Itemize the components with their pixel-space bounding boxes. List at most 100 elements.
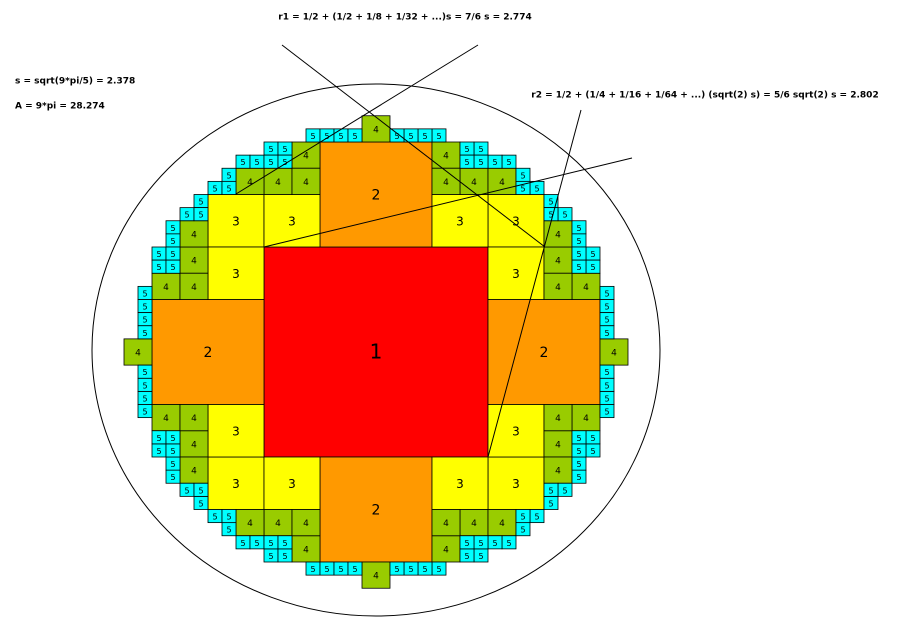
square-label: 1: [370, 340, 383, 364]
square-label: 5: [268, 539, 273, 548]
square-label: 5: [464, 552, 469, 561]
square-label: 5: [520, 184, 525, 193]
square-label: 5: [226, 513, 231, 522]
square-label: 3: [512, 477, 520, 491]
square-level-3: [431, 456, 489, 510]
square-label: 5: [338, 132, 343, 141]
square-label: 4: [191, 440, 197, 450]
square-label: 5: [170, 263, 175, 272]
construction-lines: [235, 44, 633, 458]
square-label: 5: [534, 513, 539, 522]
square-label: 3: [232, 267, 240, 281]
square-level-4: [179, 456, 209, 484]
square-label: 5: [142, 303, 147, 312]
square-label: 5: [590, 250, 595, 259]
square-label: 3: [288, 214, 296, 228]
line: [487, 109, 582, 458]
square-label: 5: [604, 303, 609, 312]
square-label: 5: [422, 132, 427, 141]
line: [235, 44, 479, 195]
square-label: 5: [170, 237, 175, 246]
square-label: 5: [282, 158, 287, 167]
square-label: 5: [576, 250, 581, 259]
square-label: 5: [268, 552, 273, 561]
square-level-5: [137, 364, 153, 379]
square-label: 5: [282, 145, 287, 154]
square-label: 3: [232, 424, 240, 438]
square-label: 5: [520, 526, 525, 535]
square-label: 5: [198, 499, 203, 508]
square-level-4: [291, 509, 321, 537]
square-label: 5: [576, 224, 581, 233]
square-label: 5: [394, 565, 399, 574]
square-label: 5: [604, 368, 609, 377]
square-level-5: [515, 180, 531, 195]
square-level-1: [263, 246, 489, 458]
square-level-5: [165, 430, 181, 445]
square-label: 4: [499, 519, 505, 529]
square-label: 5: [212, 513, 217, 522]
square-label: 5: [142, 368, 147, 377]
square-level-3: [207, 194, 265, 248]
square-label: 5: [534, 184, 539, 193]
square-label: 5: [198, 211, 203, 220]
square-label: 5: [254, 158, 259, 167]
square-label: 5: [576, 434, 581, 443]
line: [263, 157, 633, 248]
square-label: 4: [191, 283, 197, 293]
square-level-5: [571, 430, 587, 445]
square-level-4: [263, 167, 293, 195]
square-label: 5: [548, 211, 553, 220]
square-label: 5: [604, 329, 609, 338]
square-label: 5: [506, 158, 511, 167]
square-label: 5: [604, 408, 609, 417]
square-label: 5: [352, 132, 357, 141]
square-label: 5: [142, 316, 147, 325]
square-level-2: [151, 299, 265, 405]
square-label: 3: [512, 424, 520, 438]
square-label: 4: [303, 178, 309, 188]
square-label: 5: [338, 565, 343, 574]
square-level-5: [515, 509, 531, 524]
square-level-4: [263, 509, 293, 537]
square-label: 4: [443, 519, 449, 529]
square-level-5: [221, 180, 237, 195]
square-label: 4: [443, 152, 449, 162]
square-label: 5: [324, 132, 329, 141]
square-label: 5: [576, 460, 581, 469]
square-label: 5: [268, 158, 273, 167]
square-label: 5: [604, 289, 609, 298]
square-level-5: [277, 535, 293, 550]
square-label: 2: [372, 503, 381, 519]
square-label: 3: [232, 214, 240, 228]
square-label: 5: [590, 263, 595, 272]
square-level-5: [277, 154, 293, 169]
square-label: 4: [303, 545, 309, 555]
square-label: 5: [212, 184, 217, 193]
square-label: 3: [288, 477, 296, 491]
r2-formula: r2 = 1/2 + (1/4 + 1/16 + 1/64 + ...) (sq…: [531, 91, 878, 101]
square-label: 4: [247, 519, 253, 529]
square-level-4: [543, 272, 573, 300]
square-label: 3: [456, 477, 464, 491]
square-label: 4: [275, 519, 281, 529]
square-label: 5: [240, 539, 245, 548]
square-label: 4: [555, 257, 561, 267]
square-label: 5: [436, 132, 441, 141]
square-label: 4: [555, 230, 561, 240]
square-label: 5: [170, 447, 175, 456]
square-level-4: [179, 404, 209, 432]
square-label: 4: [583, 283, 589, 293]
square-label: 5: [268, 145, 273, 154]
square-label: 5: [492, 539, 497, 548]
square-label: 4: [499, 178, 505, 188]
square-level-4: [431, 509, 461, 537]
square-label: 5: [464, 158, 469, 167]
square-label: 5: [576, 447, 581, 456]
square-label: 4: [303, 152, 309, 162]
square-level-3: [263, 194, 321, 248]
square-label: 5: [310, 132, 315, 141]
square-label: 5: [590, 434, 595, 443]
square-level-3: [207, 404, 265, 458]
